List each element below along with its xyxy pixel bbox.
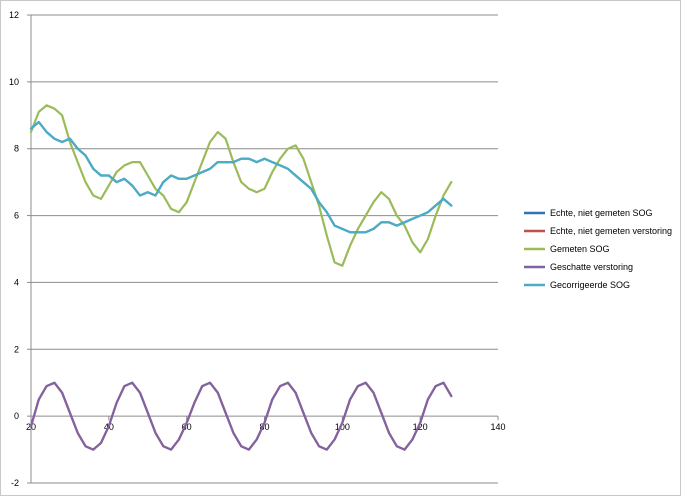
y-tick-label: 2 [14,344,19,354]
y-tick-label: -2 [11,478,19,488]
legend: Echte, niet gemeten SOG Echte, niet gemet… [524,208,672,290]
series-line-4 [29,120,453,234]
x-tick-label: 100 [335,422,350,432]
y-tick-label: 10 [9,77,19,87]
y-tick-label: 4 [14,277,19,287]
y-tick-label: 0 [14,411,19,421]
legend-label: Gemeten SOG [550,244,610,254]
axes [27,14,499,484]
y-tick-label: 6 [14,211,19,221]
x-tick-label: 140 [490,422,505,432]
gridlines [31,14,498,484]
series-line-2 [29,104,453,267]
x-tick-label: 80 [259,422,269,432]
x-tick-label: 60 [182,422,192,432]
series-lines [29,104,453,451]
series-line-3 [29,381,453,451]
legend-label: Echte, niet gemeten SOG [550,208,653,218]
legend-label: Gecorrigeerde SOG [550,280,630,290]
x-tick-label: 120 [413,422,428,432]
y-tick-label: 8 [14,144,19,154]
y-tick-label: 12 [9,10,19,20]
x-tick-labels: 20 40 60 80 100 120 140 [26,422,506,432]
y-tick-labels: -2 0 2 4 6 8 10 12 [9,10,19,488]
legend-label: Geschatte verstoring [550,262,633,272]
legend-label: Echte, niet gemeten verstoring [550,226,672,236]
